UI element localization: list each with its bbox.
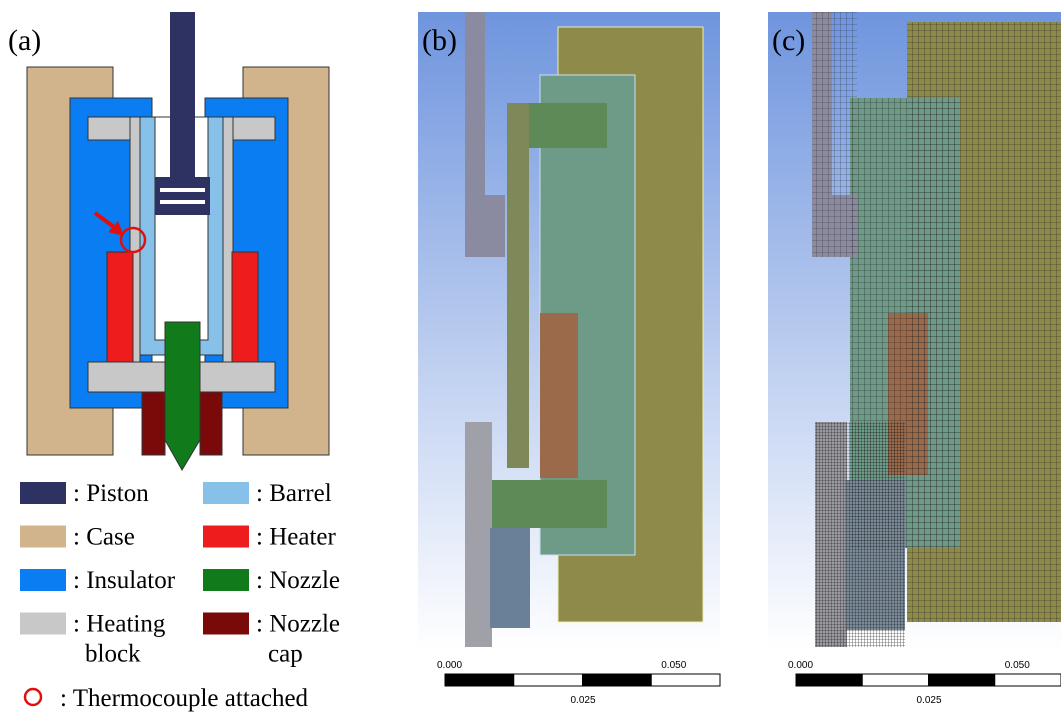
mesh-view (768, 12, 1061, 650)
figure: (a) : Piston : Barrel : Case : Heater : Insu… (0, 0, 1061, 712)
legend-swatch (203, 569, 249, 591)
scale-bar: 0.000 0.050 0.025 (788, 660, 1061, 706)
thermocouple-icon (25, 689, 41, 705)
scale-label: 0.000 (788, 660, 813, 671)
scale-label: 0.025 (917, 695, 942, 706)
legend-label: : Thermocouple attached (60, 685, 309, 712)
legend-swatch (203, 613, 249, 635)
scale-segment (445, 674, 514, 686)
legend-swatch (20, 569, 66, 591)
scale-segment (862, 674, 928, 686)
panel-label: (c) (772, 24, 805, 57)
legend-label: block (85, 641, 141, 668)
scale-segment (651, 674, 720, 686)
scale-bar: 0.000 0.050 0.025 (437, 660, 720, 706)
legend-label: : Heater (256, 524, 336, 551)
legend-label: : Case (73, 524, 135, 551)
scale-segment (583, 674, 652, 686)
legend-swatch (203, 482, 249, 504)
legend-swatch (203, 526, 249, 548)
schematic (27, 12, 329, 470)
panel-label: (a) (8, 24, 41, 57)
geometry-view (418, 12, 720, 650)
scale-segment (929, 674, 995, 686)
legend-swatch (20, 482, 66, 504)
scale-label: 0.025 (571, 695, 596, 706)
legend-label: : Nozzle (256, 611, 340, 638)
scale-label: 0.000 (437, 660, 462, 671)
scale-segment (514, 674, 583, 686)
legend: : Piston : Barrel : Case : Heater : Insulato… (20, 480, 340, 668)
legend-swatch (20, 613, 66, 635)
scale-label: 0.050 (661, 660, 686, 671)
legend-label: : Nozzle (256, 567, 340, 594)
legend-swatch (20, 526, 66, 548)
scale-segment (796, 674, 862, 686)
panel-label: (b) (422, 24, 457, 57)
legend-label: : Heating (73, 611, 166, 638)
scale-segment (995, 674, 1061, 686)
scale-label: 0.050 (1005, 660, 1030, 671)
legend-label: : Insulator (73, 567, 176, 594)
legend-label: cap (268, 641, 303, 668)
legend-label: : Piston (73, 480, 149, 507)
legend-label: : Barrel (256, 480, 332, 507)
